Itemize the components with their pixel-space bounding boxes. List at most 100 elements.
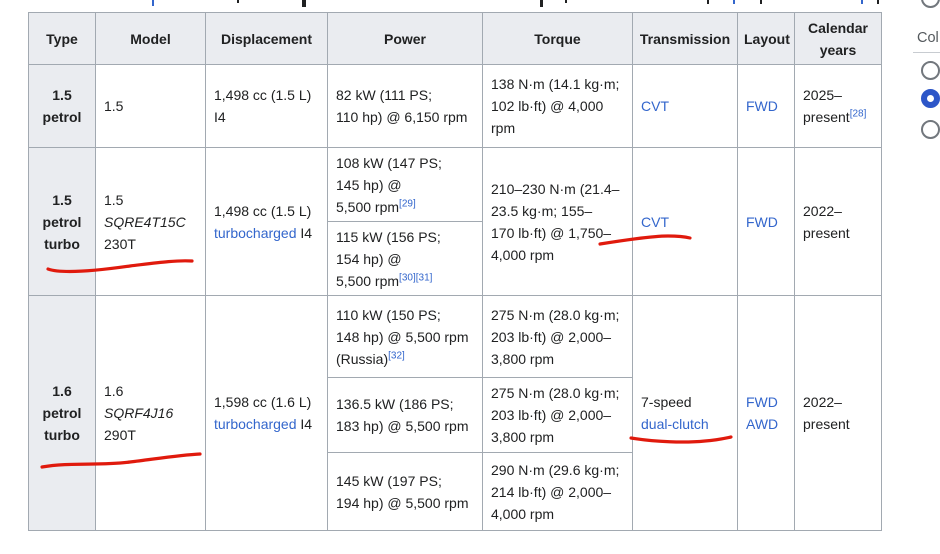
text: 102 lb·ft) @ 4,000 <box>491 98 604 114</box>
text: (Russia) <box>336 350 389 367</box>
text: 23.5 kg·m; 155– <box>491 202 593 219</box>
cell-power: 110 kW (150 PS; 148 hp) @ 5,500 rpm (Russi… <box>327 295 483 378</box>
text: 214 lb·ft) @ 2,000– <box>491 483 612 500</box>
text: 1,498 cc (1.5 L) <box>214 202 312 219</box>
cell-power: 145 kW (197 PS; 194 hp) @ 5,500 rpm <box>327 452 483 531</box>
link[interactable]: FWD <box>746 213 778 230</box>
cell-displacement: 1,498 cc (1.5 L) turbocharged I4 <box>205 147 328 296</box>
cell-layout: FWD AWD <box>737 295 795 531</box>
text: turbo <box>44 427 80 443</box>
text: rpm <box>491 120 516 136</box>
text: 1.5 <box>52 87 72 103</box>
table-row: 1.5 petrol turbo 1.5 SQRE4T15C 230T 1,498 cc… <box>28 147 882 296</box>
cell-power: 108 kW (147 PS; 145 hp) @ 5,500 rpm[29] <box>327 147 483 222</box>
radio-button[interactable] <box>921 61 940 80</box>
cell-years: 2025– present[28] <box>794 64 882 148</box>
link[interactable]: AWD <box>746 416 779 432</box>
reference-link[interactable]: [32] <box>388 349 405 361</box>
link[interactable]: FWD <box>746 98 778 114</box>
text: petrol <box>42 213 82 230</box>
text: I4 <box>296 224 313 241</box>
cell-torque: 210–230 N·m (21.4– 23.5 kg·m; 155– 170 lb·… <box>482 147 633 296</box>
text: 275 N·m (28.0 kg·m; <box>491 385 620 401</box>
text: 110 kW (150 PS; <box>336 306 441 323</box>
text: 230T <box>104 235 136 252</box>
column-header-transmission: Transmission <box>632 12 738 65</box>
cell-transmission: CVT <box>632 147 738 296</box>
text: 5,500 rpm <box>336 272 400 289</box>
column-header-layout: Layout <box>737 12 795 65</box>
cell-type: 1.6 petrol turbo <box>28 295 96 531</box>
text: 1.6 <box>104 383 124 399</box>
radio-button-selected[interactable] <box>921 88 940 108</box>
text: 145 kW (197 PS; <box>336 472 442 489</box>
text: 154 hp) @ <box>336 250 402 267</box>
table-row: 145 kW (197 PS; 194 hp) @ 5,500 rpm 290 N… <box>29 452 882 531</box>
link[interactable]: CVT <box>641 98 669 114</box>
cell-torque: 290 N·m (29.6 kg·m; 214 lb·ft) @ 2,000– 4,… <box>482 452 633 531</box>
link[interactable]: turbocharged <box>214 224 297 241</box>
table-row: 1.6 petrol turbo 1.6 SQRF4J16 290T 1,598 cc … <box>28 295 882 531</box>
reference-link[interactable]: [28] <box>849 108 867 120</box>
text: 290 N·m (29.6 kg·m; <box>491 461 620 478</box>
text-fragment <box>760 0 762 4</box>
table-header-row: Type Model Displacement Power Torque Tra… <box>28 12 882 65</box>
text: 210–230 N·m (21.4– <box>491 180 620 197</box>
text: 203 lb·ft) @ 2,000– <box>491 328 612 345</box>
link[interactable]: FWD <box>746 394 778 410</box>
link[interactable]: turbocharged <box>214 416 297 432</box>
text: 3,800 rpm <box>491 429 555 445</box>
cell-power: 115 kW (156 PS; 154 hp) @ 5,500 rpm[30][31… <box>327 221 483 296</box>
reference-link[interactable]: [29] <box>399 197 416 209</box>
text: 1.6 <box>52 383 72 399</box>
cell-years: 2022– present <box>794 295 882 531</box>
cell-power: 82 kW (111 PS; 110 hp) @ 6,150 rpm <box>327 64 483 148</box>
engine-specs-table: Type Model Displacement Power Torque Tra… <box>28 12 882 531</box>
reference-link[interactable]: [30] <box>399 271 416 283</box>
text-fragment <box>877 0 879 4</box>
cell-model: 1.5 SQRE4T15C 230T <box>95 147 206 296</box>
text-fragment <box>733 0 735 4</box>
text: 1.5 <box>104 191 124 208</box>
text: 4,000 rpm <box>491 505 555 522</box>
column-header-model: Model <box>95 12 206 65</box>
cell-displacement: 1,598 cc (1.6 L) turbocharged I4 <box>205 295 328 531</box>
cell-transmission: 7-speed dual-clutch <box>632 295 738 531</box>
text: 290T <box>104 427 136 443</box>
text: present <box>803 416 850 432</box>
cell-power: 136.5 kW (186 PS; 183 hp) @ 5,500 rpm <box>327 377 483 453</box>
text: 5,500 rpm <box>336 198 400 215</box>
link[interactable]: dual-clutch <box>641 416 709 432</box>
side-panel-label: Col <box>917 30 939 46</box>
cell-layout: FWD <box>737 147 795 296</box>
text: 2022– <box>803 394 842 410</box>
text: 108 kW (147 PS; <box>336 154 442 171</box>
text-fragment <box>152 0 154 6</box>
column-header-type: Type <box>28 12 96 65</box>
text: 145 hp) @ <box>336 176 402 193</box>
cell-model: 1.6 SQRF4J16 290T <box>95 295 206 531</box>
text-fragment <box>302 0 306 7</box>
cell-years: 2022– present <box>794 147 882 296</box>
cell-torque: 275 N·m (28.0 kg·m; 203 lb·ft) @ 2,000– 3,… <box>482 377 633 453</box>
italic-text: SQRF4J16 <box>104 405 174 421</box>
column-header-power: Power <box>327 12 483 65</box>
cell-model: 1.5 <box>95 64 206 148</box>
cell-displacement: 1,498 cc (1.5 L) I4 <box>205 64 328 148</box>
radio-button[interactable] <box>921 120 940 139</box>
clipped-text-line <box>0 0 940 8</box>
text: 7-speed <box>641 394 692 410</box>
table-row: 1.5 petrol 1.5 1,498 cc (1.5 L) I4 82 kW (… <box>28 64 882 148</box>
text: 110 hp) @ 6,150 rpm <box>336 109 468 125</box>
link[interactable]: CVT <box>641 213 669 230</box>
cell-torque: 275 N·m (28.0 kg·m; 203 lb·ft) @ 2,000– 3,… <box>482 295 633 378</box>
text: 82 kW (111 PS; <box>336 87 432 103</box>
text: 183 hp) @ 5,500 rpm <box>336 418 469 434</box>
text: 2025– <box>803 87 842 103</box>
text: 136.5 kW (186 PS; <box>336 396 454 412</box>
table-row: 136.5 kW (186 PS; 183 hp) @ 5,500 rpm 275… <box>29 377 882 453</box>
reference-link[interactable]: [31] <box>415 271 433 283</box>
text: 4,000 rpm <box>491 246 555 263</box>
cell-type: 1.5 petrol <box>28 64 96 148</box>
